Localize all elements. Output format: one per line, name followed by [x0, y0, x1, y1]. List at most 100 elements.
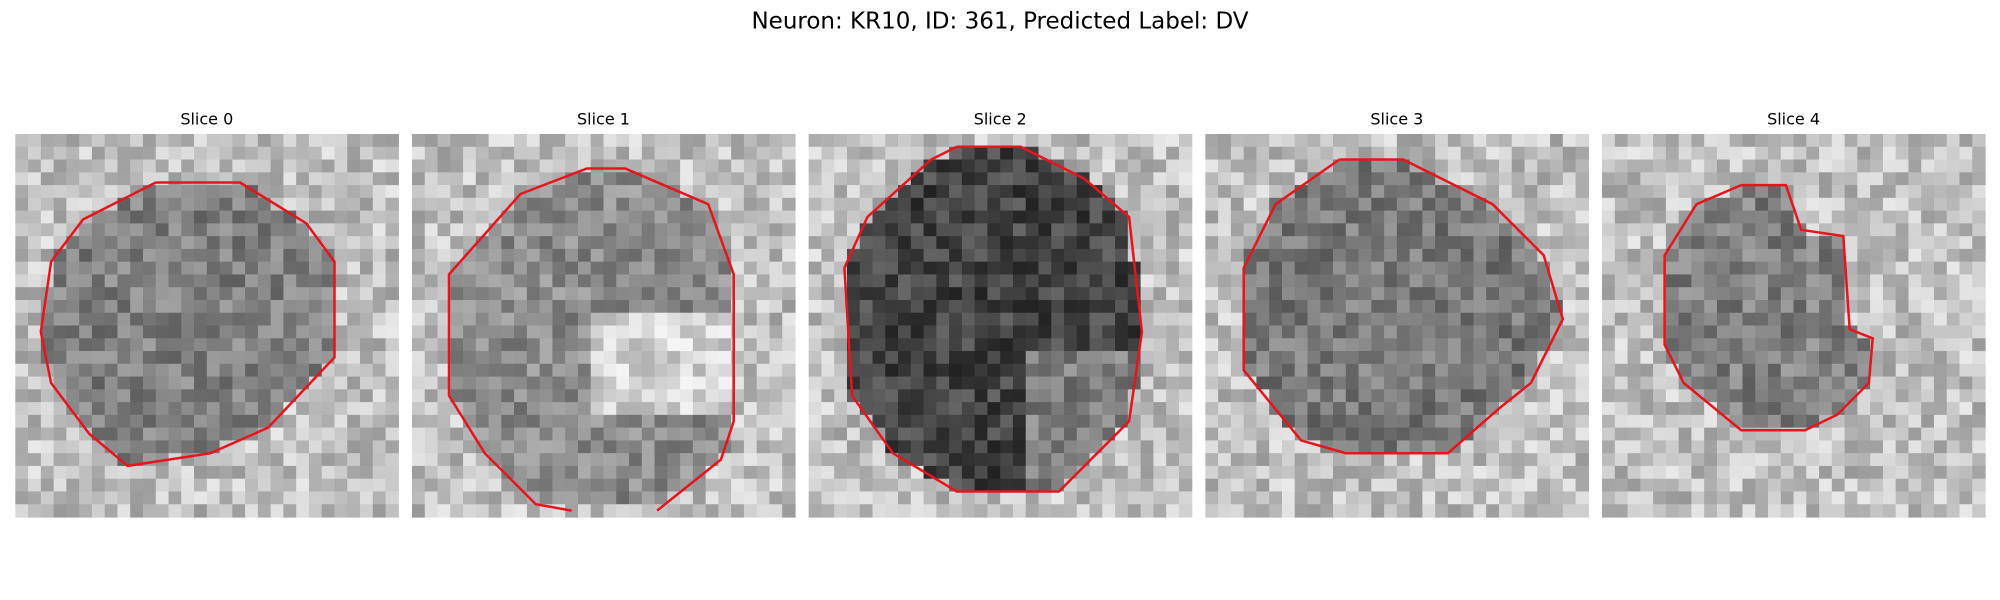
pixel [104, 223, 119, 237]
pixel [1205, 376, 1219, 390]
pixel [769, 223, 783, 237]
pixel [1178, 312, 1193, 327]
pixel [1562, 440, 1577, 454]
pixel [526, 389, 541, 403]
pixel [1729, 453, 1744, 467]
pixel [1256, 312, 1270, 327]
pixel [1205, 248, 1219, 263]
pixel [1243, 363, 1258, 378]
pixel [360, 261, 374, 276]
pixel [1358, 159, 1372, 173]
pixel [206, 312, 221, 327]
pixel [1768, 210, 1782, 224]
pixel [1653, 210, 1667, 224]
pixel [1333, 402, 1347, 416]
pixel [40, 223, 55, 237]
pixel [629, 287, 643, 301]
pixel [1742, 172, 1756, 186]
pixel [1870, 299, 1884, 314]
pixel [756, 299, 771, 314]
pixel [40, 159, 55, 173]
pixel [1051, 338, 1065, 352]
pixel [347, 427, 361, 441]
pixel [1000, 274, 1014, 288]
pixel [168, 261, 182, 276]
pixel [1384, 491, 1398, 505]
pixel [206, 453, 221, 467]
pixel [603, 134, 617, 148]
pixel [910, 427, 925, 441]
pixel [450, 414, 464, 429]
pixel [1127, 134, 1142, 148]
pixel [1614, 261, 1629, 276]
pixel [1178, 287, 1193, 301]
pixel [692, 210, 707, 224]
pixel [1435, 261, 1449, 276]
pixel [885, 236, 899, 250]
pixel [1409, 465, 1423, 480]
pixel [987, 414, 1001, 429]
pixel [168, 376, 182, 390]
pixel [577, 465, 592, 480]
pixel [1294, 491, 1309, 505]
pixel [1345, 453, 1360, 467]
pixel [1320, 338, 1334, 352]
pixel [245, 414, 259, 429]
pixel [565, 210, 579, 224]
pixel [1038, 185, 1052, 199]
pixel [232, 414, 246, 429]
pixel [1409, 172, 1423, 186]
pixel [411, 172, 426, 186]
pixel [923, 299, 937, 314]
pixel [834, 363, 848, 378]
pixel [1230, 440, 1245, 454]
pixel [1768, 325, 1782, 339]
pixel [1755, 146, 1769, 161]
pixel [142, 389, 157, 403]
pixel [385, 478, 399, 493]
pixel [347, 299, 361, 314]
pixel [1640, 312, 1654, 327]
pixel [961, 223, 976, 237]
pixel [155, 376, 170, 390]
pixel [1000, 402, 1014, 416]
pixel [1844, 478, 1858, 493]
pixel [1908, 351, 1922, 365]
pixel [872, 325, 886, 339]
pixel [1498, 325, 1513, 339]
pixel [1076, 159, 1091, 173]
pixel [1256, 478, 1270, 493]
pixel [437, 351, 451, 365]
pixel [1460, 325, 1475, 339]
pixel [1780, 159, 1795, 173]
pixel [808, 299, 823, 314]
pixel [1972, 351, 1986, 365]
pixel [1307, 134, 1321, 148]
pixel [1473, 376, 1487, 390]
pixel [834, 440, 848, 454]
pixel [1678, 197, 1693, 212]
pixel [1870, 414, 1884, 429]
pixel [1396, 325, 1411, 339]
pixel [1102, 261, 1116, 276]
pixel [1396, 185, 1411, 199]
pixel [1498, 236, 1513, 250]
pixel [1333, 351, 1347, 365]
pixel [91, 414, 106, 429]
pixel [308, 312, 323, 327]
pixel [1025, 287, 1040, 301]
pixel [1933, 465, 1948, 480]
pixel [1870, 185, 1884, 199]
pixel [1729, 146, 1744, 161]
pixel [1243, 351, 1258, 365]
pixel [1025, 478, 1040, 493]
pixel [1716, 376, 1731, 390]
pixel [1691, 287, 1705, 301]
pixel [245, 389, 259, 403]
pixel [1435, 427, 1449, 441]
pixel [1653, 197, 1667, 212]
pixel [1768, 159, 1782, 173]
pixel [1269, 172, 1283, 186]
pixel [1780, 312, 1795, 327]
roi-contour [1242, 158, 1565, 455]
